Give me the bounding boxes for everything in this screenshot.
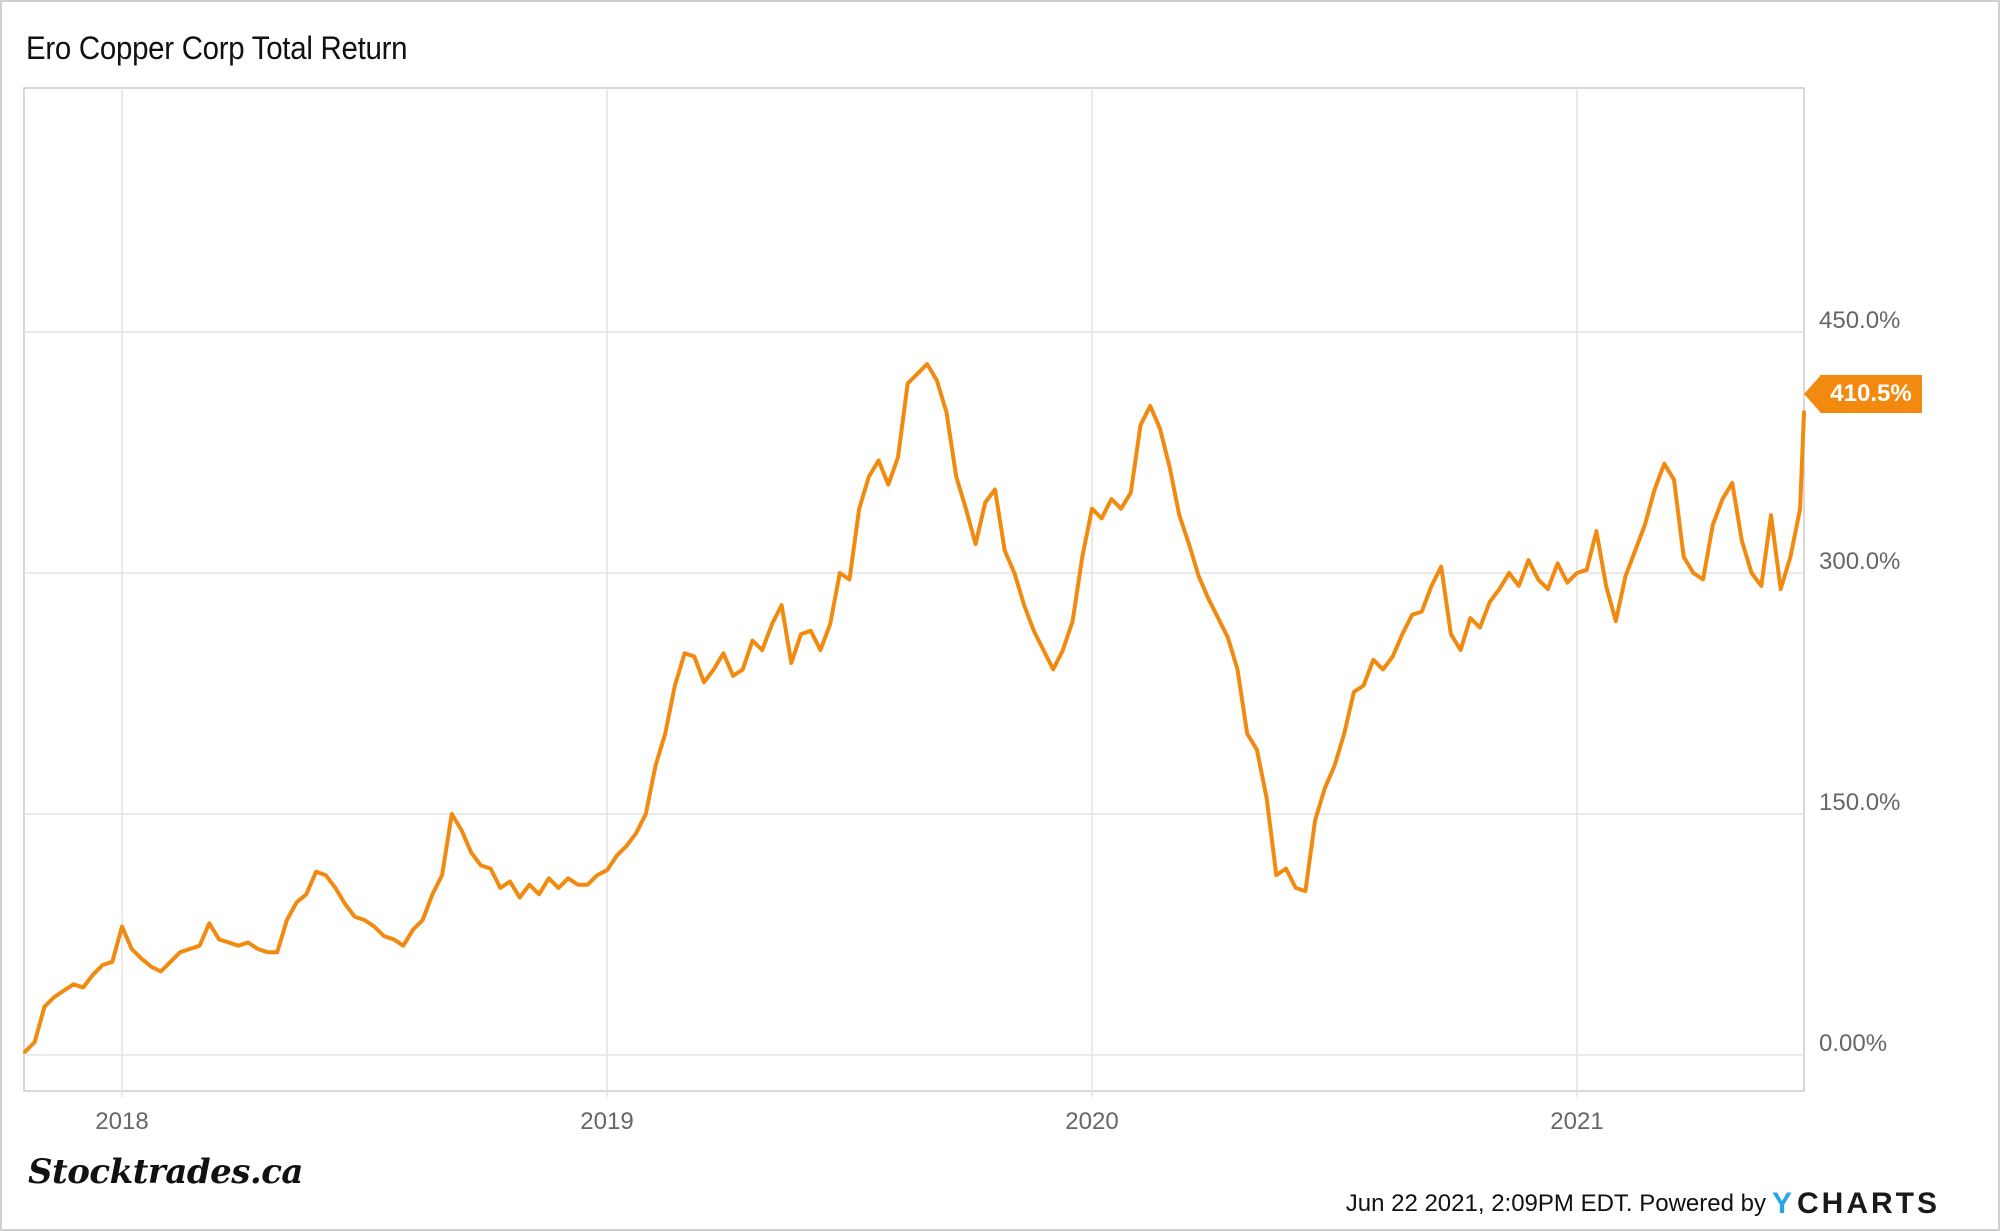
total-return-line [23, 362, 1806, 1054]
x-axis-labels: 2018 2019 2020 2021 [95, 1108, 1603, 1135]
x-axis-label: 2019 [580, 1108, 633, 1135]
last-value-marker-arrow [1804, 375, 1821, 413]
last-value-label: 410.5% [1820, 375, 1922, 413]
y-axis-label: 300.0% [1819, 548, 1900, 575]
plot-area: 0.00% 150.0% 300.0% 450.0% 2018 2019 2020 2021 [23, 87, 1900, 1135]
chart-title: Ero Copper Corp Total Return [26, 30, 408, 66]
x-axis-label: 2021 [1550, 1108, 1603, 1135]
x-axis-label: 2020 [1065, 1108, 1118, 1135]
ycharts-wordmark: CHARTS [1797, 1187, 1940, 1220]
timestamp-text: Jun 22 2021, 2:09PM EDT. Powered by [1345, 1190, 1766, 1217]
ycharts-y-icon: Y [1771, 1187, 1795, 1220]
y-axis-labels: 0.00% 150.0% 300.0% 450.0% [1819, 307, 1900, 1057]
ycharts-logo[interactable]: Y CHARTS [1772, 1187, 1940, 1221]
footer-credit: Jun 22 2021, 2:09PM EDT. Powered by Y CH… [1346, 1187, 1940, 1221]
y-axis-label: 150.0% [1819, 789, 1900, 816]
x-axis-label: 2018 [95, 1108, 148, 1135]
watermark-logo: Stocktrades.ca [28, 1152, 303, 1192]
x-gridlines [121, 88, 1578, 1097]
y-axis-label: 0.00% [1819, 1030, 1887, 1057]
y-gridlines [24, 331, 1804, 1056]
y-axis-label: 450.0% [1819, 307, 1900, 334]
